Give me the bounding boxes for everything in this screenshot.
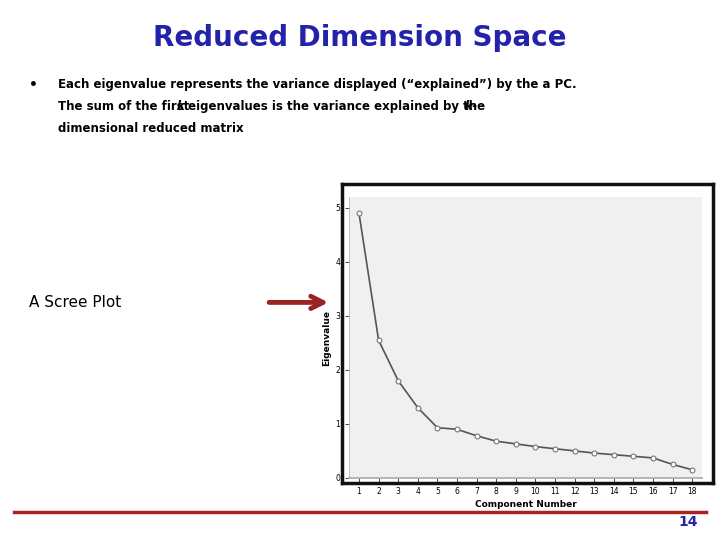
Text: eigenvalues is the variance explained by the: eigenvalues is the variance explained by… [184,100,489,113]
Y-axis label: Eigenvalue: Eigenvalue [322,309,331,366]
Text: A Scree Plot: A Scree Plot [29,295,121,310]
Text: k: k [464,100,472,113]
X-axis label: Component Number: Component Number [474,500,577,509]
Text: Reduced Dimension Space: Reduced Dimension Space [153,24,567,52]
Text: k: k [176,100,184,113]
Text: dimensional reduced matrix: dimensional reduced matrix [58,122,243,134]
Text: Each eigenvalue represents the variance displayed (“explained”) by the a PC.: Each eigenvalue represents the variance … [58,78,576,91]
Text: 14: 14 [679,515,698,529]
Text: -: - [472,100,477,113]
Text: •: • [29,78,37,92]
Text: The sum of the first: The sum of the first [58,100,193,113]
